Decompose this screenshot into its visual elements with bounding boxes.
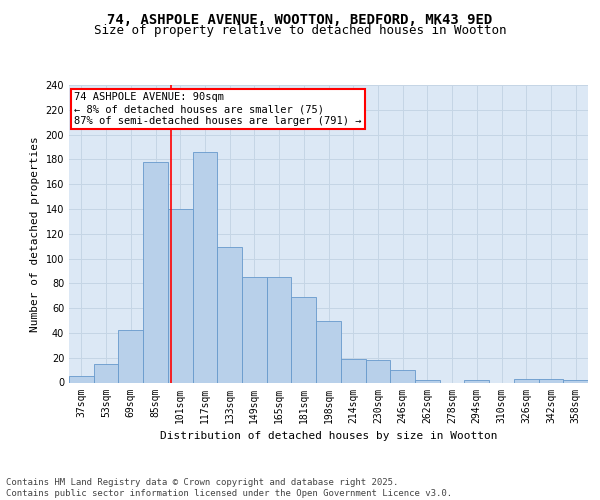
- Bar: [390, 370, 415, 382]
- Bar: [168, 209, 193, 382]
- Bar: [193, 152, 217, 382]
- Bar: [464, 380, 489, 382]
- Text: 74 ASHPOLE AVENUE: 90sqm
← 8% of detached houses are smaller (75)
87% of semi-de: 74 ASHPOLE AVENUE: 90sqm ← 8% of detache…: [74, 92, 362, 126]
- Bar: [563, 380, 588, 382]
- Bar: [118, 330, 143, 382]
- Bar: [415, 380, 440, 382]
- Bar: [267, 277, 292, 382]
- Bar: [316, 320, 341, 382]
- Bar: [341, 359, 365, 382]
- Y-axis label: Number of detached properties: Number of detached properties: [30, 136, 40, 332]
- Text: 74, ASHPOLE AVENUE, WOOTTON, BEDFORD, MK43 9ED: 74, ASHPOLE AVENUE, WOOTTON, BEDFORD, MK…: [107, 12, 493, 26]
- Bar: [242, 277, 267, 382]
- Bar: [69, 376, 94, 382]
- Bar: [292, 297, 316, 382]
- Bar: [514, 379, 539, 382]
- Bar: [217, 248, 242, 382]
- Text: Size of property relative to detached houses in Wootton: Size of property relative to detached ho…: [94, 24, 506, 37]
- Bar: [539, 379, 563, 382]
- Text: Contains HM Land Registry data © Crown copyright and database right 2025.
Contai: Contains HM Land Registry data © Crown c…: [6, 478, 452, 498]
- Bar: [365, 360, 390, 382]
- Bar: [143, 162, 168, 382]
- Bar: [94, 364, 118, 382]
- X-axis label: Distribution of detached houses by size in Wootton: Distribution of detached houses by size …: [160, 431, 497, 441]
